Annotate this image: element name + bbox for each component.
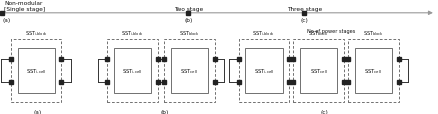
Text: Non-modular
[Single stage]: Non-modular [Single stage]	[4, 1, 46, 11]
Text: SST$_{\text{block}}$: SST$_{\text{block}}$	[179, 29, 200, 38]
Text: SST$_{i\text{-block}}$: SST$_{i\text{-block}}$	[121, 29, 144, 38]
Bar	[245, 48, 283, 93]
Text: (b): (b)	[160, 109, 169, 114]
Text: (c): (c)	[300, 18, 308, 23]
Text: SST$_{\text{cell}}$: SST$_{\text{cell}}$	[310, 66, 328, 75]
Text: SST$_{i\text{-block}}$: SST$_{i\text{-block}}$	[252, 29, 276, 38]
Bar	[11, 39, 61, 102]
Bar	[348, 39, 399, 102]
Bar	[164, 39, 215, 102]
Bar	[293, 39, 344, 102]
Text: Two stage: Two stage	[174, 6, 203, 11]
Text: (b): (b)	[184, 18, 193, 23]
Text: SST$_{\text{block}}$: SST$_{\text{block}}$	[308, 29, 329, 38]
Bar	[300, 48, 337, 93]
Text: SST$_{\text{block}}$: SST$_{\text{block}}$	[363, 29, 384, 38]
Text: (a): (a)	[33, 109, 41, 114]
Bar	[18, 48, 55, 93]
Bar	[114, 48, 151, 93]
Text: SST$_{\text{cell}}$: SST$_{\text{cell}}$	[180, 66, 198, 75]
Text: SST$_{\text{cell}}$: SST$_{\text{cell}}$	[364, 66, 382, 75]
Text: SST$_{i\text{-block}}$: SST$_{i\text{-block}}$	[25, 29, 48, 38]
Text: (c): (c)	[320, 109, 328, 114]
Text: (a): (a)	[2, 18, 11, 23]
Text: Three stage: Three stage	[287, 6, 322, 11]
Bar	[107, 39, 158, 102]
Text: No of power stages: No of power stages	[307, 28, 355, 33]
Text: SST$_{i\text{-cell}}$: SST$_{i\text{-cell}}$	[26, 66, 46, 75]
Bar	[171, 48, 208, 93]
Bar	[239, 39, 289, 102]
Text: SST$_{i\text{-cell}}$: SST$_{i\text{-cell}}$	[122, 66, 143, 75]
Bar	[355, 48, 392, 93]
Text: SST$_{i\text{-cell}}$: SST$_{i\text{-cell}}$	[254, 66, 274, 75]
